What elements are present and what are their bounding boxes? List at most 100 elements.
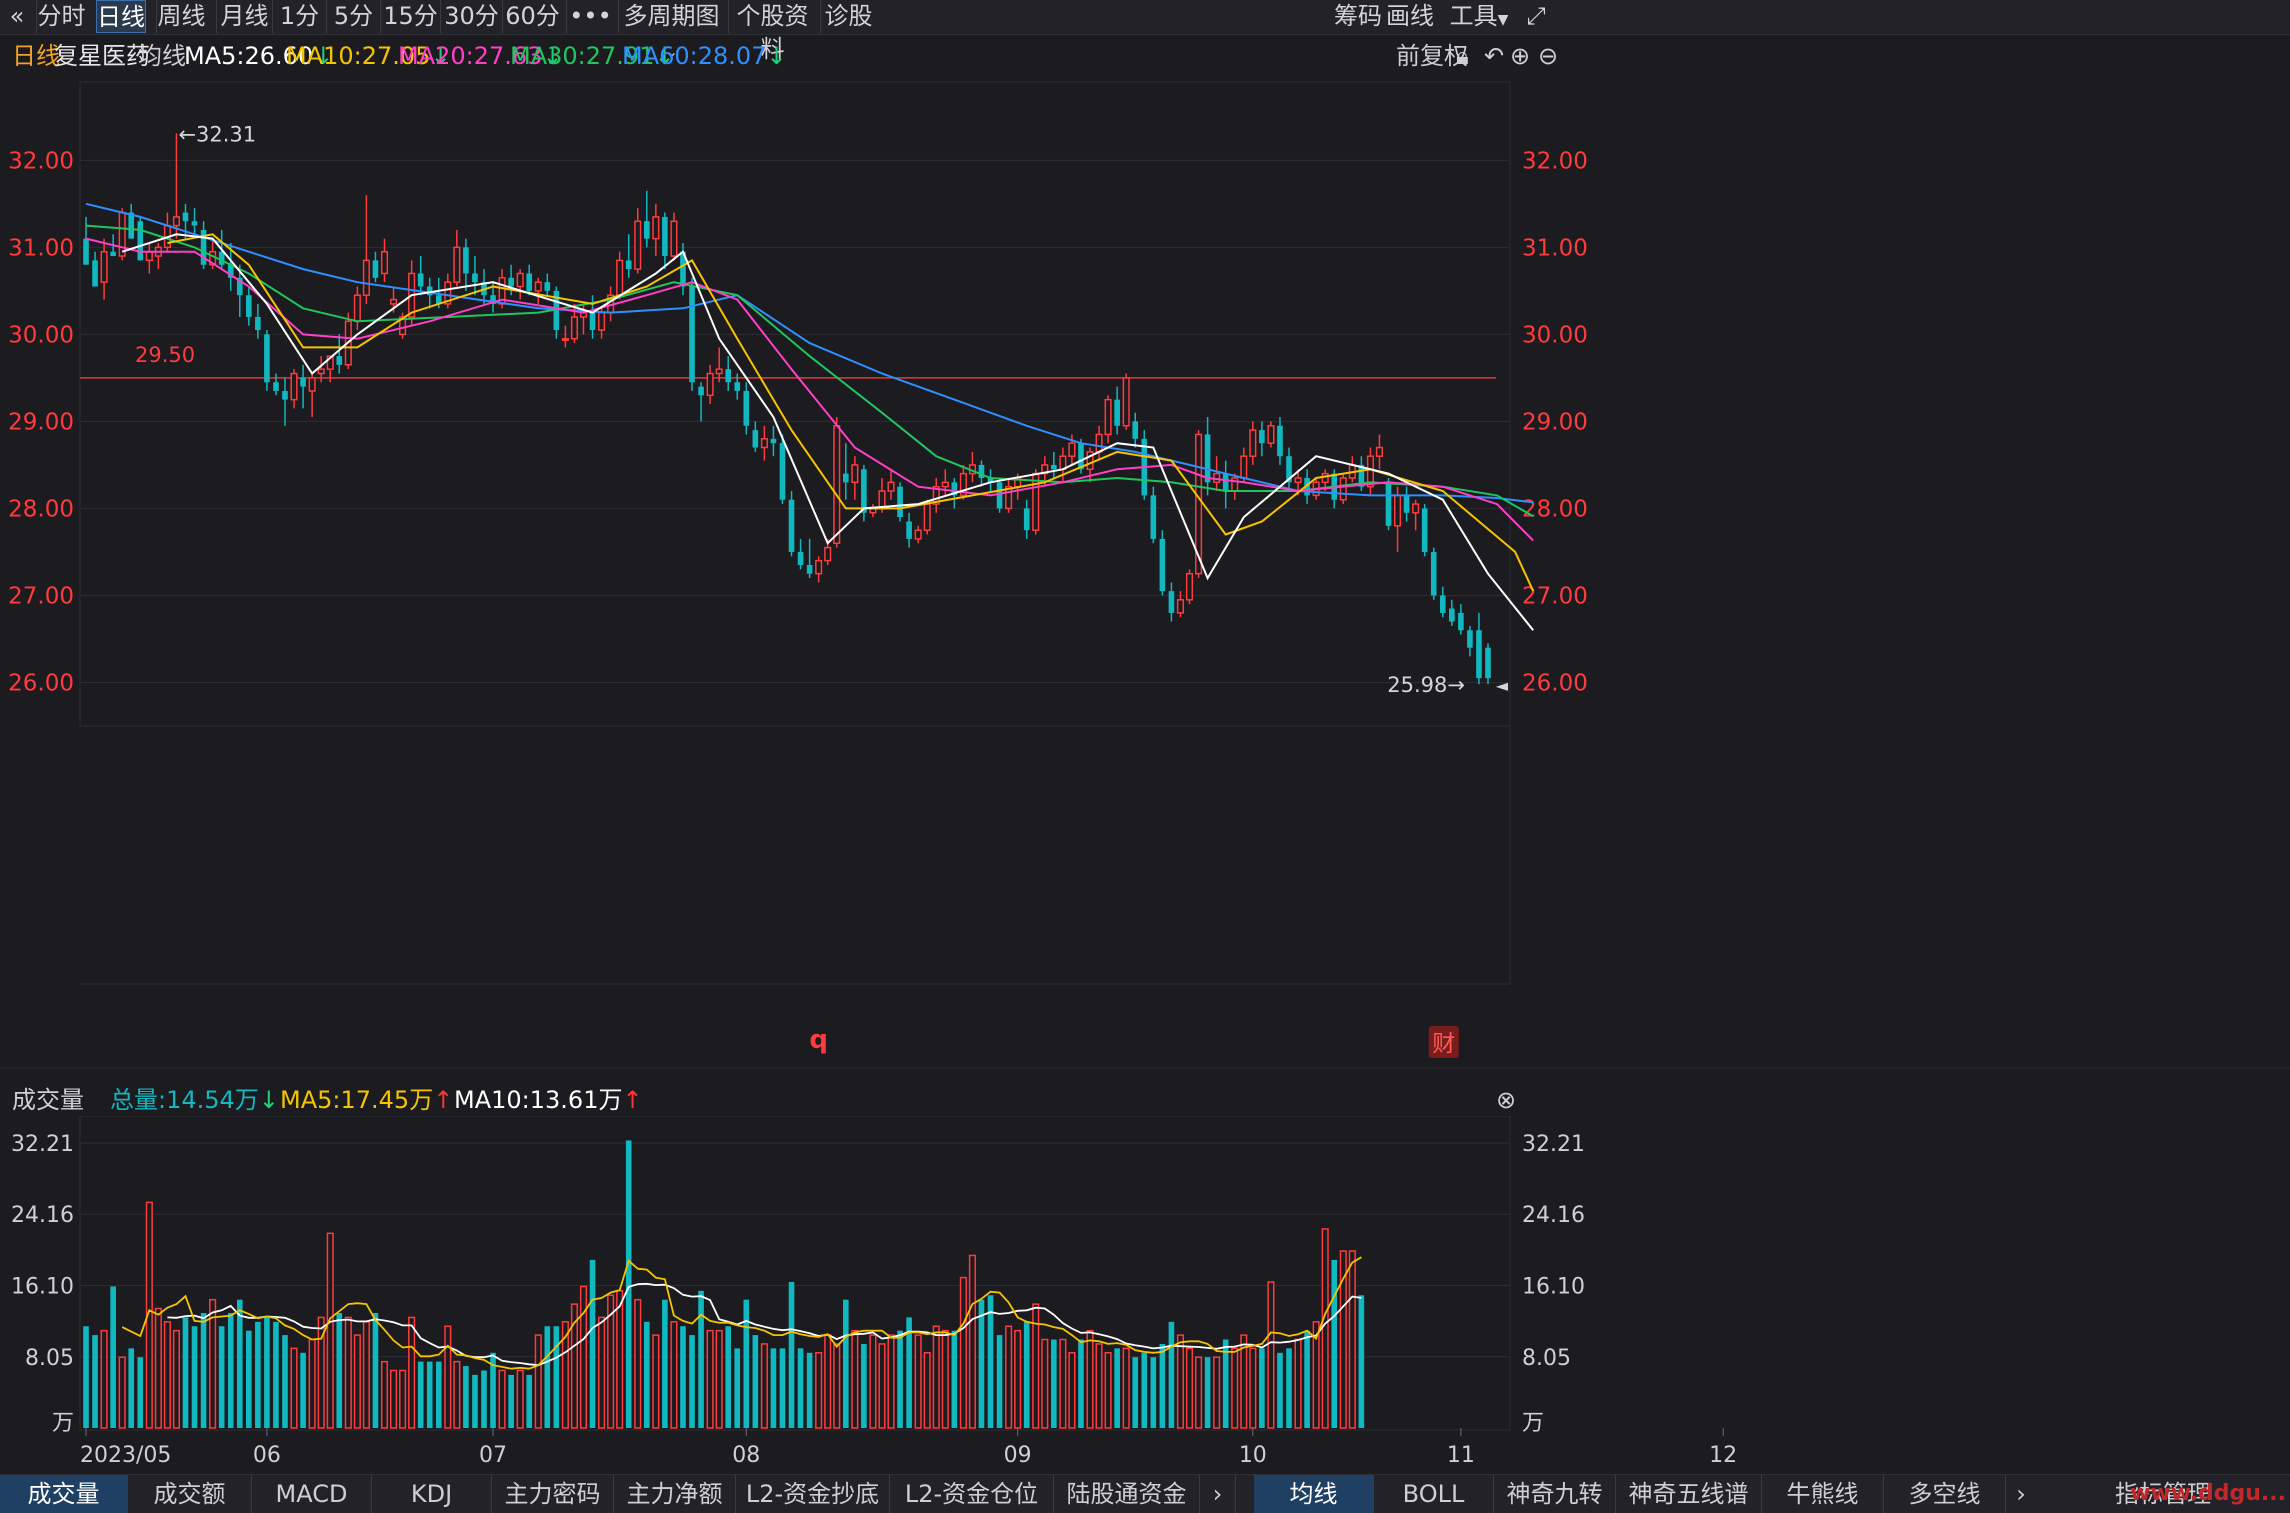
volume-bar-down <box>426 1361 433 1428</box>
tools-dropdown[interactable]: 工具▼ <box>1444 0 1514 33</box>
volume-bar-up <box>851 1329 859 1429</box>
candle-body-down <box>1222 473 1229 492</box>
volume-bar-down <box>1150 1357 1157 1428</box>
tab-macd[interactable]: MACD <box>252 1475 372 1513</box>
tab-ma[interactable]: 均线 <box>1254 1475 1374 1513</box>
chips-button[interactable]: 筹码 <box>1334 2 1382 30</box>
candle-body-down <box>788 499 795 552</box>
tab-30min[interactable]: 30分 <box>440 0 502 33</box>
tab-main-net[interactable]: 主力净额 <box>614 1475 736 1513</box>
stock-info-button[interactable]: 个股资料 <box>728 0 816 63</box>
close-icon[interactable]: ⊗ <box>1496 1086 1517 1114</box>
candle-body-up <box>1005 485 1013 510</box>
candle-body-down <box>1304 477 1310 496</box>
candle-body-down <box>1114 399 1120 426</box>
tab-long-short[interactable]: 多空线 <box>1884 1475 2006 1513</box>
candle-body-up <box>760 438 768 449</box>
volume-tick-right: 32.21 <box>1522 1132 1585 1157</box>
more-button[interactable]: ••• <box>566 0 614 33</box>
chevron-right-icon[interactable]: › <box>1200 1475 1236 1513</box>
diagnose-button[interactable]: 诊股 <box>820 0 876 33</box>
indicator-manage-button[interactable]: 指标管理 www.ddgu... <box>2036 1475 2290 1513</box>
volume-bar-down <box>625 1140 632 1428</box>
tab-volume[interactable]: 成交量 <box>0 1475 128 1513</box>
tab-main-code[interactable]: 主力密码 <box>492 1475 614 1513</box>
candle-body-down <box>725 369 732 383</box>
candle-body-down <box>698 386 704 396</box>
candle-body-down <box>544 282 551 291</box>
volume-bar-down <box>725 1326 732 1428</box>
adjust-dropdown[interactable]: 前复权 <box>1396 42 1468 70</box>
multi-period-dropdown[interactable]: 多周期图 ⌄ <box>618 0 724 61</box>
candle-body-down <box>300 377 306 387</box>
volume-bar-up <box>824 1334 832 1429</box>
volume-bar-up <box>209 1298 217 1429</box>
candle-body-down <box>1204 434 1211 483</box>
volume-tick-right: 万 <box>1522 1411 1544 1436</box>
zoom-in-icon[interactable]: ⊕ <box>1510 42 1531 70</box>
draw-button[interactable]: 画线 <box>1386 2 1434 30</box>
tab-1min[interactable]: 1分 <box>272 0 326 33</box>
tab-kdj[interactable]: KDJ <box>372 1475 492 1513</box>
candlestick-chart[interactable]: 32.00 32.00 31.00 31.00 30.00 30.00 29.00 29.00… <box>0 76 2290 1076</box>
price-tick-left: 26.00 <box>8 670 74 696</box>
volume-bar-down <box>372 1312 379 1428</box>
tab-fenshi[interactable]: 分时 <box>36 0 86 33</box>
tab-boll[interactable]: BOLL <box>1374 1475 1494 1513</box>
volume-bar-down <box>1051 1339 1057 1428</box>
candle-body-down <box>951 482 958 496</box>
volume-bar-up <box>968 1254 976 1429</box>
candle-body-down <box>1485 647 1491 679</box>
candle-body-down <box>191 221 198 226</box>
fullscreen-icon[interactable]: ⤢ <box>1526 2 1546 30</box>
candle-body-down <box>662 216 668 257</box>
tab-zhouxian[interactable]: 周线 <box>156 0 206 33</box>
volume-bar-down <box>779 1348 786 1428</box>
candle-body-down <box>680 251 686 287</box>
candle-body-up <box>570 316 578 340</box>
back-icon[interactable]: « <box>9 2 25 30</box>
candle-body-down <box>1449 608 1455 622</box>
tab-15min[interactable]: 15分 <box>380 0 440 33</box>
tab-nine-turn[interactable]: 神奇九转 <box>1494 1475 1616 1513</box>
volume-title: 成交量 <box>12 1086 84 1114</box>
volume-bar-down <box>227 1312 234 1428</box>
tab-bull-bear[interactable]: 牛熊线 <box>1762 1475 1884 1513</box>
candle-body-up <box>598 311 606 331</box>
tab-l2-bottom[interactable]: L2-资金抄底 <box>736 1475 890 1513</box>
event-marker: q <box>809 1025 828 1055</box>
volume-bar-up <box>353 1334 361 1429</box>
volume-bar-up <box>1231 1347 1239 1429</box>
volume-bar-up <box>760 1343 768 1429</box>
volume-bar-up <box>652 1334 660 1429</box>
volume-tick-left: 32.21 <box>11 1132 74 1157</box>
volume-bar-down <box>182 1317 189 1428</box>
zoom-out-icon[interactable]: ⊖ <box>1538 42 1559 70</box>
tab-l2-position[interactable]: L2-资金仓位 <box>890 1475 1054 1513</box>
tab-five-line[interactable]: 神奇五线谱 <box>1616 1475 1762 1513</box>
volume-bar-down <box>788 1282 795 1428</box>
volume-bar-up <box>362 1321 370 1429</box>
tab-5min[interactable]: 5分 <box>326 0 380 33</box>
volume-bar-up <box>389 1369 398 1429</box>
tab-turnover[interactable]: 成交额 <box>128 1475 252 1513</box>
tab-yuexian[interactable]: 月线 <box>216 0 272 33</box>
volume-bar-down <box>282 1335 288 1428</box>
lock-icon[interactable]: 🔒︎ <box>1456 42 1469 70</box>
candle-body-up <box>389 298 398 305</box>
volume-bar-up <box>815 1352 823 1429</box>
volume-chart[interactable]: 32.21 32.21 24.16 24.16 16.10 16.10 8.05 8.05 万 万… <box>0 1116 2290 1476</box>
candle-body-up <box>353 294 361 323</box>
chevron-right-icon-2[interactable]: › <box>2016 1480 2026 1508</box>
candle-body-up <box>1366 455 1374 488</box>
undo-icon[interactable]: ↶ <box>1484 42 1505 70</box>
candle-body-down <box>1132 421 1139 439</box>
x-tick-label: 08 <box>732 1443 760 1468</box>
tab-northbound[interactable]: 陆股通资金 <box>1054 1475 1200 1513</box>
tab-rixian[interactable]: 日线 <box>96 0 146 33</box>
volume-bar-up <box>1041 1338 1049 1429</box>
candle-body-down <box>218 251 225 265</box>
tab-60min[interactable]: 60分 <box>502 0 562 33</box>
volume-bar-down <box>246 1330 252 1428</box>
stock-name: 复星医药 <box>54 42 150 70</box>
